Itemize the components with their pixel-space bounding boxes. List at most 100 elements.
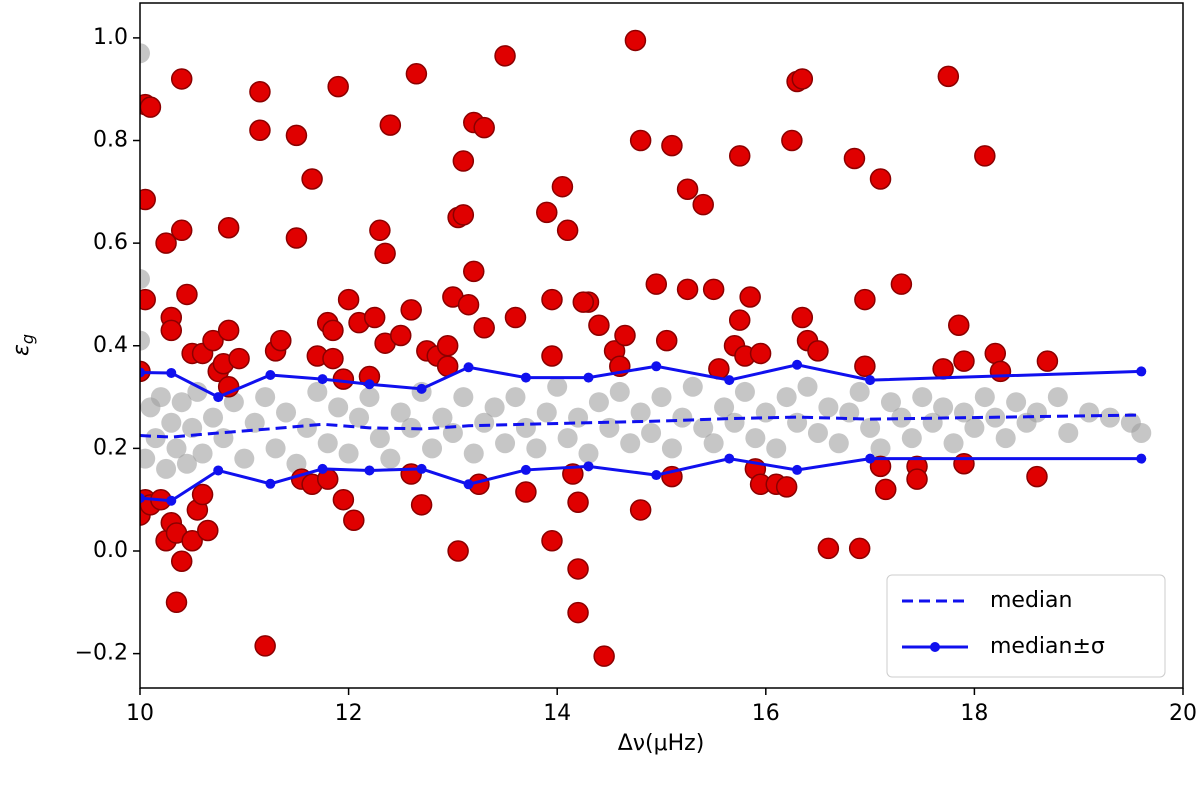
point bbox=[453, 387, 474, 408]
outlier-point bbox=[473, 317, 495, 339]
point bbox=[244, 412, 265, 433]
point bbox=[255, 387, 276, 408]
legend-label: median±σ bbox=[990, 634, 1105, 659]
line-marker bbox=[416, 463, 427, 474]
legend-label: median bbox=[990, 588, 1072, 613]
outlier-point bbox=[661, 134, 683, 157]
point bbox=[818, 397, 839, 418]
outlier-point bbox=[140, 96, 162, 118]
outlier-point bbox=[541, 529, 563, 552]
line-marker bbox=[265, 370, 276, 381]
outlier-point bbox=[170, 68, 193, 90]
point bbox=[787, 412, 808, 433]
outlier-point bbox=[337, 288, 360, 311]
outlier-point bbox=[410, 494, 433, 516]
outlier-point bbox=[504, 306, 527, 329]
point bbox=[187, 381, 208, 402]
point bbox=[547, 376, 568, 397]
outlier-point bbox=[254, 635, 276, 657]
point bbox=[166, 438, 187, 459]
point bbox=[557, 428, 578, 449]
point bbox=[380, 448, 401, 469]
point bbox=[588, 392, 609, 413]
point bbox=[161, 412, 182, 433]
outlier-point bbox=[692, 193, 714, 216]
outlier-point bbox=[140, 288, 156, 311]
outlier-point bbox=[572, 291, 595, 313]
point bbox=[1079, 402, 1100, 423]
outlier-point bbox=[405, 63, 428, 85]
point bbox=[766, 438, 787, 459]
point bbox=[672, 407, 693, 428]
outlier-point bbox=[749, 342, 772, 365]
line-marker bbox=[792, 359, 803, 370]
point bbox=[745, 428, 766, 449]
line-marker bbox=[792, 464, 803, 475]
point bbox=[1058, 422, 1079, 443]
point bbox=[630, 402, 651, 423]
outlier-point bbox=[906, 468, 928, 490]
point bbox=[349, 407, 370, 428]
point bbox=[578, 443, 599, 464]
point bbox=[1099, 407, 1120, 428]
point bbox=[474, 412, 495, 433]
y-axis-label: εg bbox=[9, 334, 37, 356]
outlier-point bbox=[165, 591, 188, 614]
outlier-point bbox=[953, 453, 975, 475]
outlier-point bbox=[614, 324, 636, 347]
y-tick-label: 0.2 bbox=[93, 435, 128, 460]
point bbox=[328, 397, 349, 418]
outlier-point bbox=[228, 347, 250, 370]
line-marker bbox=[865, 453, 876, 464]
point bbox=[776, 387, 797, 408]
outlier-point bbox=[567, 491, 589, 514]
outlier-point bbox=[854, 355, 876, 378]
point bbox=[276, 402, 297, 423]
point bbox=[828, 433, 849, 454]
outlier-point bbox=[436, 335, 459, 357]
point bbox=[156, 458, 177, 479]
point bbox=[734, 381, 755, 402]
line-marker bbox=[140, 367, 145, 378]
point bbox=[484, 397, 505, 418]
outlier-point bbox=[400, 299, 422, 321]
y-tick-label: 0.4 bbox=[93, 333, 128, 358]
point bbox=[693, 417, 714, 438]
line-marker bbox=[317, 374, 328, 385]
y-tick-label: 0.0 bbox=[93, 538, 128, 563]
point bbox=[182, 417, 203, 438]
point bbox=[369, 428, 390, 449]
outlier-point bbox=[176, 283, 198, 306]
outlier-point bbox=[953, 350, 975, 372]
line-marker bbox=[463, 479, 474, 490]
y-tick-label: 0.8 bbox=[93, 128, 128, 153]
outlier-point bbox=[181, 529, 203, 552]
point bbox=[515, 417, 536, 438]
outlier-point bbox=[843, 147, 866, 170]
point bbox=[860, 417, 881, 438]
outlier-point bbox=[170, 219, 193, 242]
outlier-point bbox=[984, 342, 1007, 365]
outlier-point bbox=[322, 347, 344, 370]
point bbox=[995, 428, 1016, 449]
outlier-point bbox=[249, 81, 271, 103]
line-marker bbox=[213, 392, 224, 403]
outlier-point bbox=[807, 340, 829, 362]
outlier-point bbox=[817, 537, 840, 560]
outlier-point bbox=[363, 306, 386, 329]
point bbox=[422, 438, 443, 459]
point bbox=[234, 448, 255, 469]
outlier-point bbox=[556, 219, 579, 242]
outlier-point bbox=[728, 145, 751, 167]
line-marker bbox=[1136, 366, 1147, 377]
point bbox=[974, 387, 995, 408]
outlier-point bbox=[217, 319, 240, 342]
outlier-point bbox=[869, 168, 892, 190]
outlier-point bbox=[327, 75, 349, 98]
point bbox=[192, 443, 213, 464]
line-marker bbox=[364, 379, 375, 390]
outlier-point bbox=[551, 175, 574, 198]
line-marker bbox=[265, 478, 276, 489]
point bbox=[755, 402, 776, 423]
